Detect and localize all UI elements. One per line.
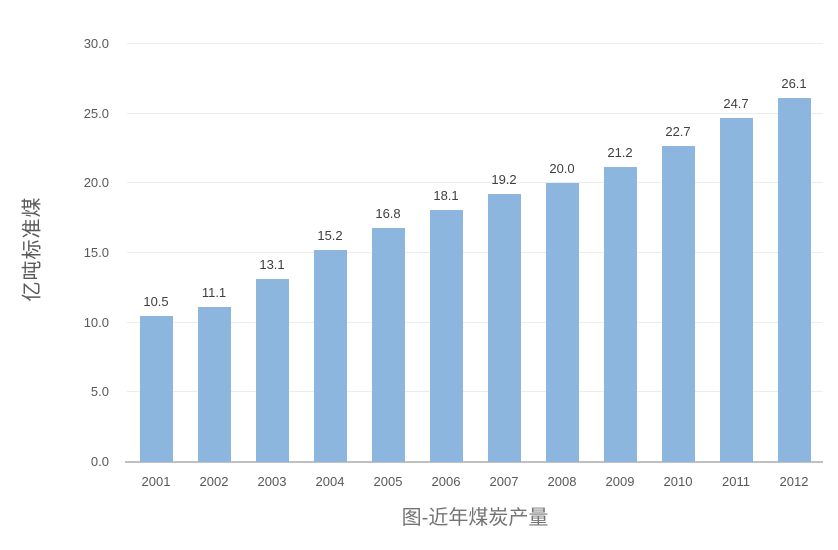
bar-value-label: 18.1 xyxy=(433,187,459,203)
bar xyxy=(313,250,347,462)
gridline xyxy=(127,112,823,114)
y-tick-label: 5.0 xyxy=(90,384,109,400)
bar-value-label: 16.8 xyxy=(375,205,401,221)
gridline xyxy=(127,391,823,393)
y-tick-label: 10.0 xyxy=(83,314,109,330)
bar-value-label: 21.2 xyxy=(607,144,633,160)
bar xyxy=(429,209,463,462)
y-tick-label: 30.0 xyxy=(83,36,109,51)
bar xyxy=(487,194,521,462)
x-tick-label: 2010 xyxy=(663,474,693,489)
x-tick-label: 2004 xyxy=(315,474,345,489)
bar xyxy=(545,183,579,462)
x-tick-label: 2003 xyxy=(257,474,287,489)
bar-value-label: 19.2 xyxy=(491,172,517,188)
bar xyxy=(255,279,289,462)
y-tick-label: 0.0 xyxy=(90,454,109,469)
x-tick-label: 2006 xyxy=(431,474,461,489)
x-tick-label: 2008 xyxy=(547,474,577,489)
plot-area: 0.0 5.0 10.0 15.0 20.0 25.0 30.0 10.5 2001 11.1 20… xyxy=(84,36,823,489)
x-tick-label: 2001 xyxy=(141,474,171,489)
gridline xyxy=(127,43,823,44)
x-tick-label: 2011 xyxy=(722,474,750,489)
gridline xyxy=(127,321,823,323)
bar-value-label: 13.1 xyxy=(259,257,285,273)
bar-value-label: 11.1 xyxy=(201,285,227,301)
x-tick-label: 2002 xyxy=(199,474,229,489)
x-tick-label: 2005 xyxy=(373,474,403,489)
bar xyxy=(139,315,173,462)
y-tick-label: 20.0 xyxy=(83,175,109,191)
y-tick-label: 25.0 xyxy=(83,105,109,121)
bar-value-label: 15.2 xyxy=(317,228,343,244)
x-tick-label: 2009 xyxy=(605,474,635,489)
bar xyxy=(603,166,637,462)
y-tick-label: 15.0 xyxy=(83,245,109,260)
bar xyxy=(371,227,405,462)
y-axis-title: 亿吨标准煤 xyxy=(21,196,44,302)
bar-value-label: 20.0 xyxy=(549,161,575,177)
bar xyxy=(661,145,695,462)
bar-value-label: 10.5 xyxy=(143,293,169,309)
bar xyxy=(197,307,231,462)
bar-value-label: 26.1 xyxy=(781,76,807,92)
bar-value-label: 22.7 xyxy=(665,123,691,139)
x-tick-label: 2007 xyxy=(489,474,519,489)
bar-value-label: 24.7 xyxy=(723,95,749,111)
gridline xyxy=(127,252,823,253)
x-axis-line xyxy=(125,461,823,463)
gridline xyxy=(127,182,823,184)
chart-title: 图-近年煤炭产量 xyxy=(401,507,549,529)
bar xyxy=(777,98,811,462)
bar xyxy=(719,117,753,462)
x-tick-label: 2012 xyxy=(779,474,809,489)
